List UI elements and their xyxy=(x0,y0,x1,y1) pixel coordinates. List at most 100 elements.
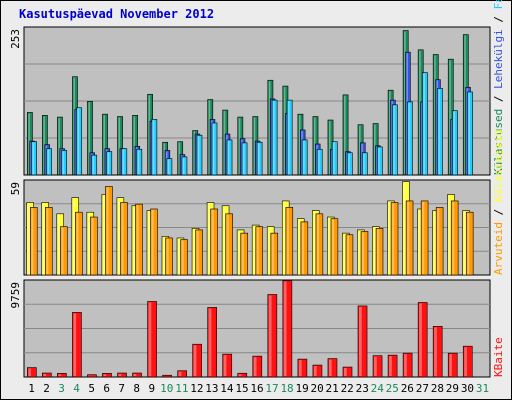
files-bar-day-24-shine xyxy=(377,229,380,274)
files-bar-day-12 xyxy=(195,229,203,276)
kbytes-bar-day-21-shine xyxy=(328,359,332,376)
files-bar-day-29 xyxy=(450,200,459,276)
hits-bar-day-4 xyxy=(76,107,83,176)
visits-bar-day-3-shine xyxy=(58,118,60,174)
hits-bar-day-14-shine xyxy=(227,140,230,174)
kbytes-bar-day-30-shine xyxy=(464,347,467,376)
day-label-6: 6 xyxy=(103,382,110,395)
visits-bar-day-14-shine xyxy=(223,111,226,174)
unique-bar-day-16-shine xyxy=(253,226,256,274)
day-label-30: 30 xyxy=(461,382,474,395)
files-bar-day-26 xyxy=(405,200,414,276)
unique-bar-day-12-shine xyxy=(193,229,196,274)
files-bar-day-14 xyxy=(225,213,233,276)
day-label-9: 9 xyxy=(148,382,155,395)
files-bar-day-16-shine xyxy=(256,227,259,274)
kbytes-bar-day-6 xyxy=(102,373,112,378)
hits-bar-day-4-shine xyxy=(77,108,80,174)
unique-bar-day-11-shine xyxy=(178,238,181,274)
files-bar-day-27 xyxy=(420,200,429,276)
kbytes-bar-day-10 xyxy=(162,374,172,378)
files-bar-day-25 xyxy=(390,202,399,276)
hits-bar-day-8-shine xyxy=(137,150,140,174)
files-bar-day-17-shine xyxy=(271,234,274,274)
hits-bar-day-11-shine xyxy=(182,157,185,174)
files-bar-day-21-shine xyxy=(331,219,335,274)
files-bar-day-23-shine xyxy=(362,232,365,274)
kbytes-bar-day-4-shine xyxy=(73,313,77,376)
unique-bar-day-25-shine xyxy=(388,201,391,274)
hits-bar-day-13 xyxy=(211,122,218,176)
unique-bar-day-28-shine xyxy=(433,211,436,274)
kbytes-bar-day-28 xyxy=(432,326,443,378)
kbytes-bar-day-4 xyxy=(72,312,82,378)
unique-bar-day-20-shine xyxy=(313,211,316,274)
files-bar-day-18-shine xyxy=(286,208,289,274)
hits-bar-day-20-shine xyxy=(318,150,320,174)
visits-bar-day-2-shine xyxy=(43,116,45,174)
hits-bar-day-10-shine xyxy=(167,159,170,174)
kbytes-bar-day-16-shine xyxy=(253,357,257,376)
kbytes-bar-day-3 xyxy=(57,373,67,378)
hits-bar-day-6-shine xyxy=(107,152,110,174)
kbytes-bar-day-19 xyxy=(297,358,308,378)
day-label-29: 29 xyxy=(446,382,459,395)
day-label-26: 26 xyxy=(401,382,414,395)
day-label-16: 16 xyxy=(250,382,263,395)
hits-bar-day-1-shine xyxy=(32,142,35,174)
kbytes-bar-day-29-shine xyxy=(449,354,452,376)
hits-bar-day-21 xyxy=(331,141,338,176)
kbytes-bar-day-28-shine xyxy=(434,327,437,376)
hits-bar-day-6 xyxy=(106,151,113,176)
visits-bar-day-5-shine xyxy=(88,102,90,174)
unique-bar-day-30-shine xyxy=(463,211,466,274)
unique-bar-day-8-shine xyxy=(132,206,136,274)
kbytes-bar-day-1-shine xyxy=(28,368,32,376)
hits-bar-day-14 xyxy=(226,139,233,176)
hits-bar-day-15 xyxy=(241,142,248,176)
hits-bar-day-27-shine xyxy=(423,73,425,174)
files-bar-day-19 xyxy=(300,221,309,276)
hits-bar-day-7-shine xyxy=(122,149,125,174)
files-bar-day-3-shine xyxy=(61,227,64,274)
kbytes-bar-day-13-shine xyxy=(208,308,212,376)
files-bar-day-5-shine xyxy=(91,218,94,274)
files-bar-day-23 xyxy=(360,231,369,276)
kbytes-bar-day-2 xyxy=(42,372,52,378)
day-label-25: 25 xyxy=(386,382,399,395)
unique-bar-day-14-shine xyxy=(223,206,226,274)
hits-bar-day-9-shine xyxy=(152,120,155,174)
files-bar-day-1 xyxy=(30,207,38,276)
files-bar-day-13-shine xyxy=(211,209,214,274)
hits-bar-day-25-shine xyxy=(393,105,395,174)
hits-bar-day-20 xyxy=(316,148,323,176)
visits-bar-day-16-shine xyxy=(253,117,256,174)
middle-legend: Arvuteid / Külastajaid xyxy=(492,129,505,275)
hits-bar-day-7 xyxy=(121,148,128,176)
visits-bar-day-23-shine xyxy=(359,125,361,174)
files-bar-day-1-shine xyxy=(31,208,34,274)
kbytes-bar-day-11 xyxy=(177,370,187,378)
day-label-10: 10 xyxy=(160,382,173,395)
unique-bar-day-29-shine xyxy=(448,195,451,274)
kbytes-bar-day-13 xyxy=(207,307,218,378)
files-bar-day-29-shine xyxy=(452,201,455,274)
visits-bar-day-15-shine xyxy=(238,118,241,174)
files-bar-day-16 xyxy=(255,226,264,276)
middle-max-label: 59 xyxy=(9,182,22,195)
unique-bar-day-2-shine xyxy=(42,203,45,274)
hits-bar-day-30 xyxy=(467,91,473,176)
day-label-4: 4 xyxy=(73,382,80,395)
files-bar-day-2-shine xyxy=(46,208,49,274)
visits-bar-day-26-shine xyxy=(404,31,406,174)
visits-bar-day-4-shine xyxy=(73,77,75,174)
unique-bar-day-13-shine xyxy=(208,203,211,274)
files-bar-day-17 xyxy=(270,232,279,276)
files-bar-day-25-shine xyxy=(392,203,395,274)
kbytes-bar-day-30 xyxy=(462,345,473,378)
visits-bar-day-13-shine xyxy=(208,100,211,174)
hits-bar-day-12 xyxy=(196,134,203,176)
visits-bar-day-27-shine xyxy=(419,50,421,175)
files-bar-day-14-shine xyxy=(226,214,229,274)
